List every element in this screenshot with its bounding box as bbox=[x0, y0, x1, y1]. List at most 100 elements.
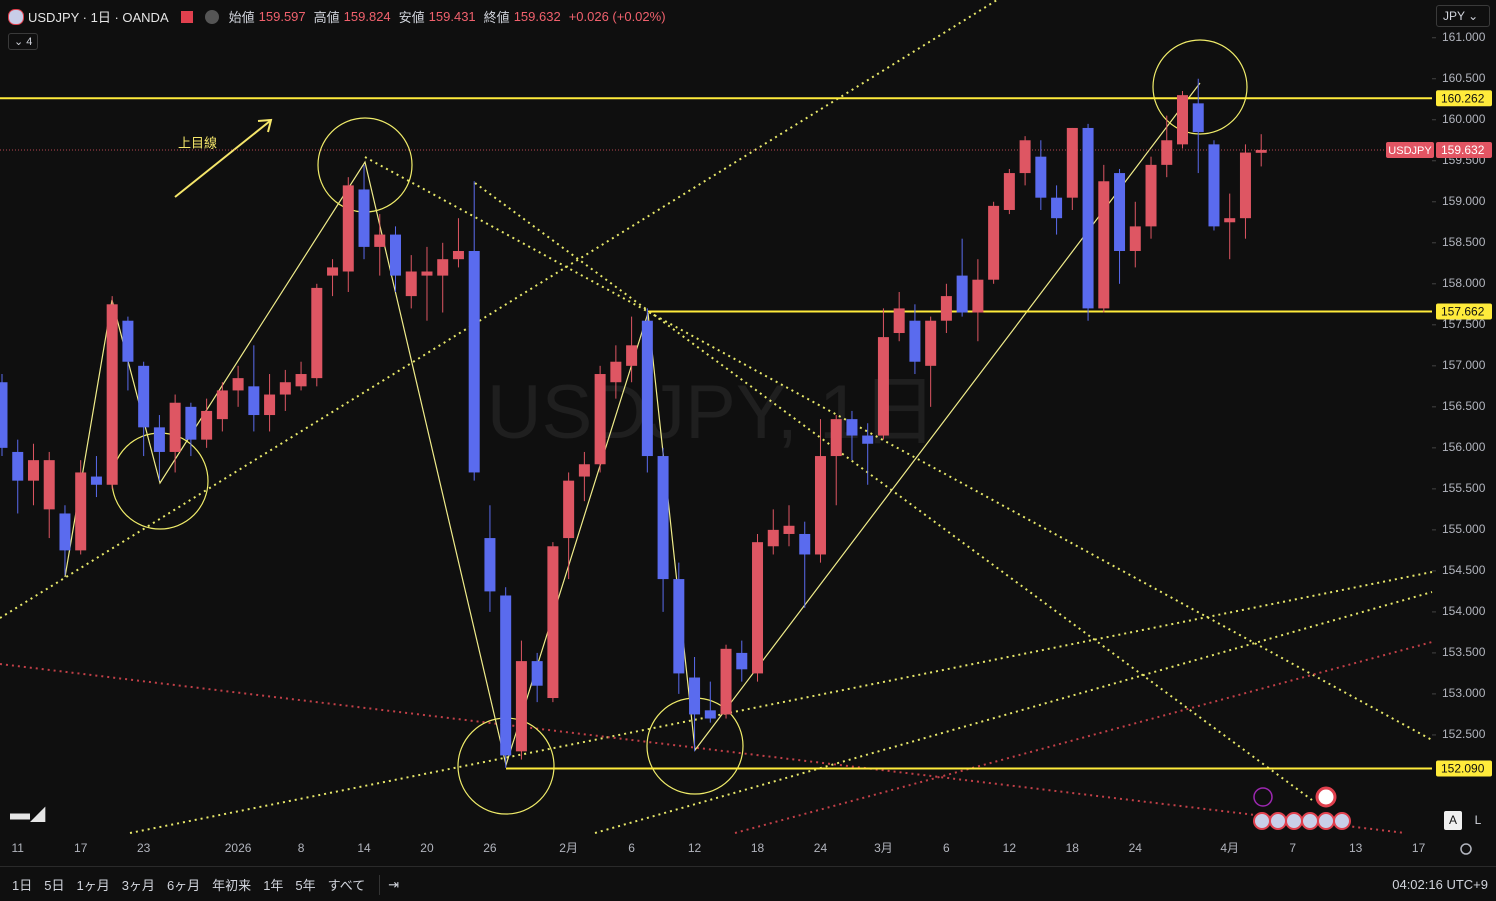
candle-body bbox=[972, 279, 984, 313]
candle-body bbox=[673, 579, 685, 674]
arrow-head bbox=[257, 118, 273, 133]
candle-body bbox=[1239, 152, 1251, 219]
candle-body bbox=[264, 394, 276, 416]
x-tick-label: 12 bbox=[1003, 841, 1017, 855]
separator bbox=[379, 874, 381, 895]
event-icon bbox=[1301, 812, 1319, 830]
candle-body bbox=[689, 677, 701, 715]
background bbox=[0, 0, 1496, 866]
goto-date-button[interactable]: ⇥ bbox=[388, 876, 400, 892]
range-button[interactable]: 1日 bbox=[12, 878, 33, 893]
hline-label: 160.262 bbox=[1441, 91, 1485, 105]
x-tick-label: 4月 bbox=[1220, 841, 1239, 855]
hline-label-box bbox=[1436, 303, 1492, 320]
candle-body bbox=[75, 472, 87, 551]
close-label: 終値 bbox=[483, 10, 510, 25]
candle-body bbox=[358, 189, 370, 247]
candle-body bbox=[59, 513, 71, 551]
y-tick-label: 153.000 bbox=[1442, 686, 1486, 700]
candle-body bbox=[484, 538, 496, 592]
trendline bbox=[734, 641, 1433, 834]
y-tick-label: 158.500 bbox=[1442, 235, 1486, 249]
candle-body bbox=[846, 419, 858, 436]
trendline bbox=[364, 156, 1433, 741]
settings-icon[interactable] bbox=[1460, 843, 1472, 855]
indicator-count[interactable]: 4 bbox=[26, 36, 33, 48]
candle-body bbox=[1003, 173, 1015, 210]
chart: USDJPY, 1日 上目線 bbox=[0, 0, 1496, 866]
range-button[interactable]: 6ヶ月 bbox=[166, 878, 201, 893]
candle-body bbox=[925, 320, 937, 366]
candle-body bbox=[862, 435, 874, 444]
candle-body bbox=[547, 546, 559, 699]
candle-body bbox=[43, 460, 55, 510]
x-tick-label: 7 bbox=[1289, 841, 1296, 855]
x-tick-label: 17 bbox=[74, 841, 88, 855]
candle-body bbox=[752, 542, 764, 674]
candle-body bbox=[279, 382, 291, 395]
y-tick-label: 152.500 bbox=[1442, 727, 1486, 741]
symbol-icon bbox=[8, 8, 24, 25]
y-tick-label: 155.500 bbox=[1442, 481, 1486, 495]
annotation: 上目線 bbox=[178, 135, 217, 150]
event-icon bbox=[1317, 812, 1335, 830]
candle-body bbox=[106, 304, 118, 485]
candle-body bbox=[437, 259, 449, 276]
y-tick-label: 156.000 bbox=[1442, 440, 1486, 454]
candle-body bbox=[893, 308, 905, 334]
candle-body bbox=[421, 271, 433, 276]
hline-label: 157.662 bbox=[1441, 305, 1485, 319]
candle-body bbox=[720, 648, 732, 715]
high-label: 高値 bbox=[313, 10, 340, 25]
y-tick-label: 155.000 bbox=[1442, 522, 1486, 536]
currency[interactable]: JPY bbox=[1443, 9, 1465, 23]
candle-body bbox=[877, 337, 889, 436]
range-button[interactable]: 年初来 bbox=[212, 878, 252, 893]
currency-select[interactable]: JPY ⌄ bbox=[1436, 5, 1490, 27]
x-tick-label: 3月 bbox=[874, 841, 893, 855]
range-button[interactable]: 3ヶ月 bbox=[121, 878, 155, 893]
range-button[interactable]: 5年 bbox=[295, 878, 316, 893]
candle-body bbox=[909, 320, 921, 362]
x-tick-label: 2026 bbox=[225, 841, 252, 855]
last-price-name-box bbox=[1386, 141, 1434, 158]
candle-body bbox=[374, 234, 386, 247]
x-tick-label: 18 bbox=[751, 841, 765, 855]
candle-body bbox=[704, 710, 716, 719]
event-icon bbox=[1333, 812, 1351, 830]
hline-label-box bbox=[1436, 90, 1492, 107]
log-label[interactable]: L bbox=[1475, 813, 1482, 827]
event-icon bbox=[1269, 812, 1287, 830]
y-tick-label: 159.000 bbox=[1442, 194, 1486, 208]
event-icon bbox=[1253, 787, 1273, 807]
candle-body bbox=[515, 661, 527, 752]
candle-body bbox=[169, 402, 181, 452]
x-tick-label: 13 bbox=[1349, 841, 1363, 855]
y-tick-label: 154.000 bbox=[1442, 604, 1486, 618]
low-label: 安値 bbox=[398, 10, 425, 25]
y-tick-label: 157.500 bbox=[1442, 317, 1486, 331]
y-tick-label: 158.000 bbox=[1442, 276, 1486, 290]
candle-body bbox=[1177, 95, 1188, 145]
logo: ▬◢ bbox=[10, 802, 46, 824]
candle-body bbox=[594, 374, 606, 465]
candle-body bbox=[122, 320, 134, 362]
candle-body bbox=[1145, 164, 1157, 227]
candle-body bbox=[626, 345, 638, 366]
range-button[interactable]: 1ヶ月 bbox=[76, 878, 110, 893]
range-button[interactable]: 1年 bbox=[263, 878, 284, 893]
candle-body bbox=[90, 476, 102, 485]
indicator-toggle[interactable]: ⌄ 4 bbox=[8, 33, 39, 50]
y-tick-label: 160.500 bbox=[1442, 71, 1486, 85]
y-tick-label: 160.000 bbox=[1442, 112, 1486, 126]
x-tick-label: 17 bbox=[1412, 841, 1426, 855]
auto-button[interactable] bbox=[1444, 811, 1462, 830]
range-button[interactable]: すべて bbox=[327, 878, 366, 893]
candle-body bbox=[342, 185, 354, 272]
candle-body bbox=[500, 595, 512, 756]
candle-body bbox=[185, 406, 197, 440]
range-button[interactable]: 5日 bbox=[44, 878, 65, 893]
auto-label[interactable]: A bbox=[1449, 813, 1457, 827]
y-tick-label: 154.500 bbox=[1442, 563, 1486, 577]
candle-body bbox=[311, 287, 323, 379]
